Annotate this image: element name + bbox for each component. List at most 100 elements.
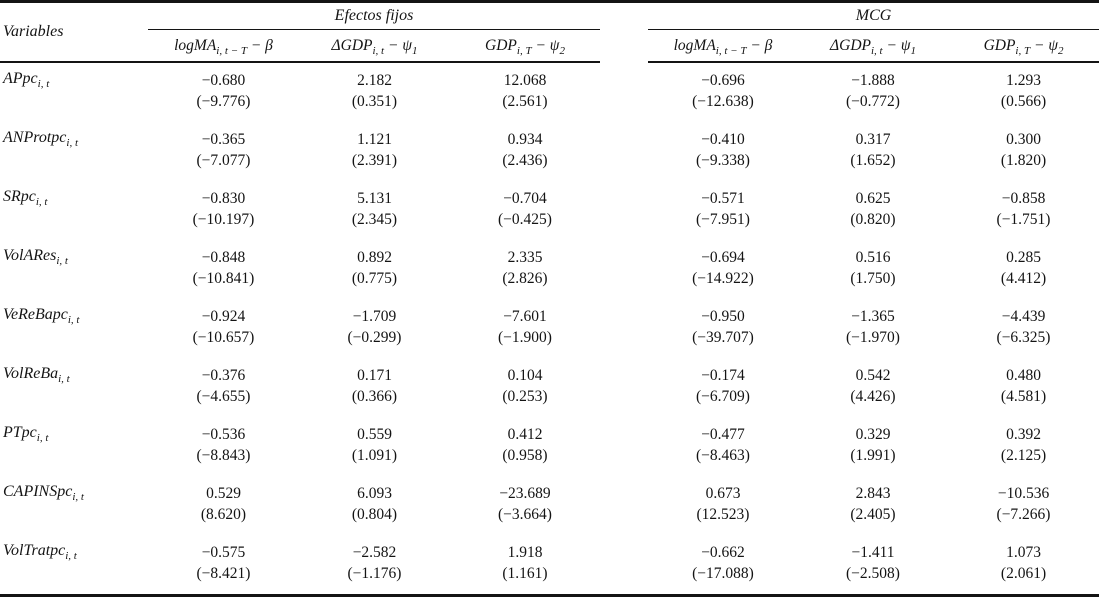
coefficient-cell: −0.858 (−1.751) xyxy=(948,181,1099,240)
coefficient-value: −0.848 xyxy=(201,249,246,266)
coefficient-value: −0.174 xyxy=(701,367,745,384)
coefficient-value: 0.625 xyxy=(855,190,891,207)
coefficient-value: 0.171 xyxy=(357,367,392,384)
coefficient-cell: 1.121 (2.391) xyxy=(299,122,450,181)
coefficient-cell: 0.892 (0.775) xyxy=(299,240,450,299)
subheader-tail-subscript: 2 xyxy=(1057,44,1064,57)
coefficient-value: −0.694 xyxy=(701,249,745,266)
group-gap xyxy=(600,535,648,596)
t-statistic: (−8.463) xyxy=(696,447,750,464)
coefficient-value: 0.300 xyxy=(1006,131,1041,148)
coefficient-cell: −0.950 (−39.707) xyxy=(648,299,798,358)
coefficient-cell: −0.410 (−9.338) xyxy=(648,122,798,181)
coefficient-cell: −1.365 (−1.970) xyxy=(798,299,948,358)
group-gap xyxy=(600,358,648,417)
coefficient-value: −1.709 xyxy=(352,308,397,325)
subheader-tail: − ψ xyxy=(882,36,911,54)
coefficient-cell: 0.542 (4.426) xyxy=(798,358,948,417)
variable-name: ANProtpc xyxy=(3,129,67,146)
table-row: SRpci, t −0.830 (−10.197) 5.131 (2.345) −0… xyxy=(0,181,1099,240)
coefficient-cell: −0.848 (−10.841) xyxy=(148,240,299,299)
group-header-row: Variables Efectos fijos MCG xyxy=(0,1,1099,63)
group-header-efectos-fijos: Efectos fijos xyxy=(148,1,600,30)
t-statistic: (−3.664) xyxy=(498,506,552,523)
group-header-mcg: MCG xyxy=(648,1,1099,30)
coefficient-value: −23.689 xyxy=(499,485,551,502)
coefficient-value: −0.536 xyxy=(201,426,246,443)
group-gap xyxy=(600,2,648,30)
subheader-tail: − β xyxy=(246,36,273,54)
t-statistic: (−14.922) xyxy=(692,270,754,287)
coefficient-value: −7.601 xyxy=(503,308,547,325)
t-statistic: (−7.266) xyxy=(996,506,1051,523)
subheader-base: GDP xyxy=(983,36,1016,54)
coefficient-value: −1.411 xyxy=(851,544,895,561)
row-label: APpci, t xyxy=(0,62,148,122)
coefficient-cell: 0.317 (1.652) xyxy=(798,122,948,181)
column-header-variables: Variables xyxy=(0,1,148,63)
row-label: ANProtpci, t xyxy=(0,122,148,181)
coefficient-cell: 0.516 (1.750) xyxy=(798,240,948,299)
table-row: CAPINSpci, t 0.529 (8.620) 6.093 (0.804) −… xyxy=(0,476,1099,535)
t-statistic: (−39.707) xyxy=(692,329,754,346)
row-label: CAPINSpci, t xyxy=(0,476,148,535)
coefficient-cell: −23.689 (−3.664) xyxy=(450,476,600,535)
subheader-tail-subscript: 1 xyxy=(411,44,418,57)
coefficient-cell: 0.934 (2.436) xyxy=(450,122,600,181)
coefficient-cell: −0.696 (−12.638) xyxy=(648,62,798,122)
coefficient-value: 0.892 xyxy=(357,249,392,266)
coefficient-value: −0.410 xyxy=(701,131,745,148)
coefficient-cell: −0.924 (−10.657) xyxy=(148,299,299,358)
coefficient-cell: 0.392 (2.125) xyxy=(948,417,1099,476)
coefficient-cell: −0.830 (−10.197) xyxy=(148,181,299,240)
subheader-tail: − β xyxy=(746,36,773,54)
subheader-subscript: i, t − T xyxy=(715,44,747,57)
t-statistic: (−1.900) xyxy=(498,329,552,346)
t-statistic: (2.405) xyxy=(850,506,896,523)
subheader-subscript: i, t xyxy=(870,44,883,57)
coefficient-cell: −2.582 (−1.176) xyxy=(299,535,450,596)
coefficient-cell: −0.662 (−17.088) xyxy=(648,535,798,596)
coefficient-value: −0.858 xyxy=(1001,190,1046,207)
coefficient-value: 0.317 xyxy=(855,131,891,148)
group-gap xyxy=(600,122,648,181)
t-statistic: (0.366) xyxy=(351,388,398,405)
coefficient-value: 0.480 xyxy=(1006,367,1041,384)
table-row: ANProtpci, t −0.365 (−7.077) 1.121 (2.391)… xyxy=(0,122,1099,181)
coefficient-cell: 0.559 (1.091) xyxy=(299,417,450,476)
variable-subscript: i, t xyxy=(36,432,49,445)
group-gap xyxy=(600,417,648,476)
t-statistic: (1.091) xyxy=(351,447,398,464)
coefficient-cell: −0.575 (−8.421) xyxy=(148,535,299,596)
row-label: VolAResi, t xyxy=(0,240,148,299)
variable-subscript: i, t xyxy=(35,196,48,209)
coefficient-value: −0.924 xyxy=(201,308,246,325)
t-statistic: (1.991) xyxy=(850,447,896,464)
coefficient-value: 2.335 xyxy=(507,249,543,266)
table-row: VolReBai, t −0.376 (−4.655) 0.171 (0.366) … xyxy=(0,358,1099,417)
coefficient-cell: −7.601 (−1.900) xyxy=(450,299,600,358)
subheader-tail-subscript: 2 xyxy=(559,44,565,57)
subheader-subscript: i, T xyxy=(1015,44,1031,57)
t-statistic: (−10.841) xyxy=(192,270,255,287)
group-gap xyxy=(600,240,648,299)
coefficient-value: −0.376 xyxy=(201,367,246,384)
subheader-mcg-gdp: GDPi, T − ψ2 xyxy=(948,29,1099,63)
t-statistic: (−6.709) xyxy=(696,388,750,405)
coefficient-cell: 2.843 (2.405) xyxy=(798,476,948,535)
coefficient-cell: 0.625 (0.820) xyxy=(798,181,948,240)
t-statistic: (1.820) xyxy=(1000,152,1047,169)
variable-subscript: i, t xyxy=(66,137,79,150)
row-label: PTpci, t xyxy=(0,417,148,476)
coefficient-value: −10.536 xyxy=(997,485,1050,502)
t-statistic: (8.620) xyxy=(200,506,247,523)
t-statistic: (−10.197) xyxy=(192,211,255,228)
variable-subscript: i, t xyxy=(67,314,80,327)
coefficient-cell: −0.694 (−14.922) xyxy=(648,240,798,299)
coefficient-value: 0.934 xyxy=(507,131,543,148)
t-statistic: (2.061) xyxy=(1000,565,1047,582)
row-label: SRpci, t xyxy=(0,181,148,240)
t-statistic: (0.958) xyxy=(502,447,548,464)
coefficient-cell: −0.704 (−0.425) xyxy=(450,181,600,240)
